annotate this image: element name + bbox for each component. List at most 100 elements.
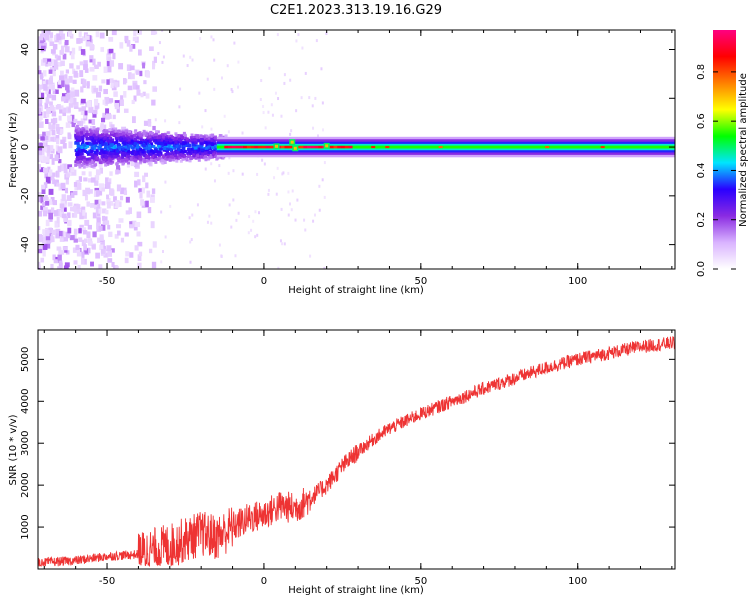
heatmap-cell (60, 139, 66, 144)
heatmap-cell (76, 120, 81, 127)
heatmap-cell (277, 266, 280, 269)
heatmap-cell (71, 212, 76, 218)
heatmap-cell (41, 149, 45, 156)
heatmap-cell (196, 154, 200, 158)
heatmap-cell (152, 86, 158, 92)
heatmap-cell (89, 136, 93, 140)
heatmap-cell (147, 144, 151, 148)
heatmap-cell (51, 111, 57, 117)
heatmap-cell (99, 167, 103, 174)
heatmap-cell (74, 183, 79, 191)
heatmap-cell (198, 152, 202, 156)
heatmap-cell (85, 161, 89, 165)
snr-y-label: SNR (10 * v/v) (8, 414, 19, 485)
heatmap-cell (71, 97, 77, 105)
heatmap-cell (291, 189, 294, 193)
heatmap-cell (130, 146, 134, 150)
heatmap-cell (105, 209, 109, 215)
heatmap-cell (94, 144, 98, 148)
heatmap-cell (53, 59, 58, 67)
heatmap-cell (49, 145, 54, 152)
heatmap-cell (130, 137, 134, 141)
heatmap-cell (115, 139, 119, 143)
heatmap-cell (172, 155, 176, 159)
heatmap-cell (318, 208, 321, 212)
heatmap-cell (151, 261, 157, 269)
heatmap-cell (188, 139, 192, 143)
heatmap-cell (92, 137, 96, 141)
heatmap-cell (96, 212, 101, 217)
heatmap-cell (209, 155, 213, 159)
heatmap-cell (50, 136, 55, 142)
snr-y-tick-label: 5000 (20, 347, 31, 372)
heatmap-cell (127, 146, 131, 150)
heatmap-cell (149, 196, 155, 203)
heatmap-cell (210, 162, 213, 166)
heatmap-cell (108, 98, 114, 103)
heatmap-cell (126, 131, 130, 135)
heatmap-cell (129, 224, 134, 229)
heatmap-cell (81, 155, 85, 159)
heatmap-cell (90, 147, 94, 151)
heatmap-cell (104, 130, 108, 134)
heatmap-cell (140, 199, 145, 206)
heatmap-cell (191, 213, 194, 217)
heatmap-cell (69, 206, 75, 212)
heatmap-cell (58, 159, 62, 164)
heatmap-cell (158, 41, 161, 45)
heatmap-cell (39, 167, 45, 173)
heatmap-cell (82, 189, 87, 197)
heatmap-cell (58, 183, 62, 191)
colorbar: 0.0 0.2 0.4 0.6 0.8 Normalized spectral ampl… (696, 30, 749, 277)
heatmap-cell (227, 130, 230, 134)
heatmap-cell (46, 151, 51, 157)
heatmap-cell (98, 160, 103, 168)
heatmap-cell (191, 144, 195, 148)
heatmap-cell (169, 147, 173, 151)
heatmap-cell (124, 232, 129, 237)
heatmap-cell (67, 115, 72, 122)
heatmap-cell (243, 145, 248, 149)
heatmap-cell (146, 132, 150, 136)
heatmap-cell (85, 41, 91, 47)
heatmap-cell (76, 38, 81, 43)
heatmap-cell (174, 140, 178, 144)
heatmap-cell (239, 145, 244, 149)
heatmap-cell (212, 38, 215, 42)
heatmap-cell (91, 244, 96, 249)
heatmap-cell (40, 45, 46, 52)
heatmap-cell (43, 167, 49, 173)
heatmap-cell (96, 136, 100, 140)
heatmap-cell (73, 260, 78, 265)
heatmap-cell (165, 150, 169, 154)
heatmap-cell (220, 254, 223, 258)
heatmap-cell (161, 147, 165, 151)
heatmap-cell (182, 131, 186, 135)
heatmap-cell (203, 141, 207, 145)
heatmap-cell (75, 132, 79, 136)
heatmap-cell (49, 32, 54, 38)
heatmap-cell (102, 137, 106, 141)
heatmap-cell (139, 161, 143, 165)
heatmap-cell (105, 132, 109, 136)
heatmap-cell (125, 156, 129, 160)
heatmap-cell (169, 139, 173, 143)
heatmap-cell (86, 139, 92, 144)
heatmap-cell (181, 152, 185, 156)
heatmap-cell (90, 142, 94, 146)
heatmap-cell (101, 142, 105, 146)
heatmap-cell (194, 141, 198, 145)
heatmap-cell (94, 136, 98, 140)
heatmap-cell (250, 145, 255, 149)
heatmap-cell (169, 152, 173, 156)
heatmap-cell (88, 157, 92, 161)
heatmap-cell (60, 182, 66, 190)
heatmap-cell (145, 72, 150, 78)
heatmap-cell (259, 97, 262, 101)
heatmap-cell (184, 157, 188, 161)
spectrogram-x-tick-label: 50 (414, 276, 427, 287)
heatmap-cell (186, 64, 189, 68)
heatmap-cell (38, 234, 43, 241)
heatmap-cell (62, 163, 67, 170)
heatmap-cell (83, 177, 88, 182)
